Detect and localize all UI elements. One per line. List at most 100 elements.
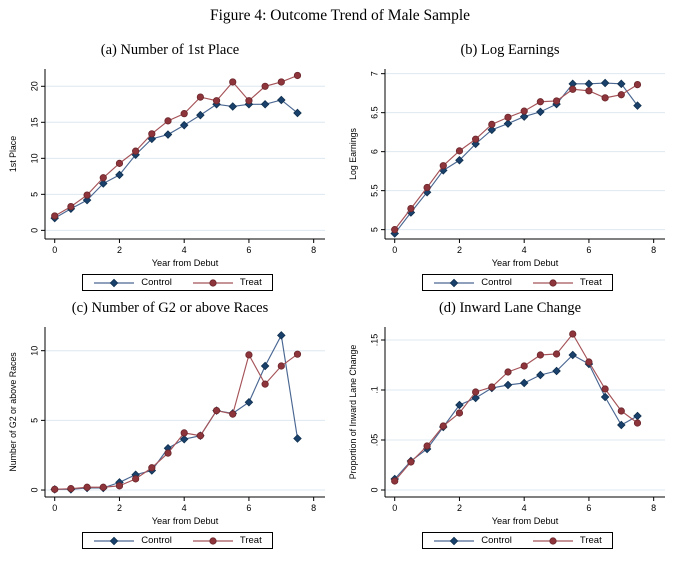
x-tick-label: 0 [392, 503, 397, 513]
chart-g2-or-above-races: 0 5 10 0 2 4 6 8 Number of G2 or above Races Year… [8, 327, 325, 526]
marker-diamond [179, 434, 189, 444]
series-line-treat [54, 74, 298, 217]
marker-circle [293, 71, 302, 80]
marker-diamond [617, 420, 626, 430]
marker-circle [552, 97, 561, 105]
chart-inward-lane-change: 0 .05 .1 .15 0 2 4 6 8 Proportion of Inward Lane … [348, 327, 665, 526]
marker-circle [391, 226, 399, 234]
x-axis-title: Year from Debut [152, 516, 219, 526]
y-tick-label: 6 [369, 149, 379, 154]
marker-circle [601, 94, 609, 102]
y-tick-label: 0 [369, 487, 379, 492]
legend-label: Control [481, 277, 512, 288]
y-tick-label: 0 [29, 488, 39, 493]
marker-circle [455, 147, 464, 155]
x-tick-label: 4 [182, 503, 187, 513]
subfigure-c: (c) Number of G2 or above Races 0 5 10 0 2 4 6… [0, 291, 340, 549]
x-tick-label: 6 [246, 503, 251, 513]
series-line-control [54, 99, 298, 219]
x-axis-title: Year from Debut [492, 516, 559, 526]
marker-circle [132, 475, 140, 483]
marker-circle [569, 85, 577, 93]
series-line-treat [394, 332, 638, 482]
legend-key-circle-icon [192, 536, 233, 545]
legend-item-treat: Treat [192, 535, 262, 546]
legend-item-treat: Treat [192, 277, 262, 288]
y-tick-label: 5 [29, 418, 39, 423]
marker-diamond [633, 411, 642, 421]
chart-log-earnings: 5 5.5 6 6.5 7 0 2 4 6 8 Log Earnings Year from Debu… [348, 69, 665, 268]
x-tick-label: 0 [392, 245, 397, 255]
marker-circle [439, 422, 447, 430]
legend-a: Control Treat [82, 274, 273, 291]
marker-circle [504, 368, 512, 376]
x-tick-label: 0 [52, 503, 57, 513]
marker-circle [212, 407, 221, 415]
marker-diamond [617, 79, 626, 89]
marker-circle [549, 536, 557, 545]
marker-circle [633, 80, 642, 89]
marker-circle [617, 407, 625, 415]
marker-circle [67, 485, 75, 493]
marker-circle [209, 278, 217, 287]
marker-circle [164, 117, 172, 125]
x-axis-title: Year from Debut [492, 258, 559, 268]
y-tick-label: 6.5 [369, 106, 379, 119]
marker-diamond [147, 134, 157, 144]
legend-label: Treat [579, 535, 602, 546]
marker-diamond [196, 110, 205, 120]
marker-diamond [536, 107, 545, 117]
marker-diamond [109, 278, 119, 287]
marker-diamond [449, 278, 459, 287]
x-tick-label: 8 [651, 503, 656, 513]
y-axis-title: 1st Place [8, 136, 18, 172]
subfigure-c-caption: (c) Number of G2 or above Races [71, 300, 269, 316]
marker-diamond [99, 179, 108, 188]
y-tick-label: 15 [29, 117, 39, 127]
marker-circle [132, 147, 140, 155]
marker-circle [209, 536, 217, 545]
marker-circle [633, 419, 642, 427]
marker-diamond [228, 102, 238, 111]
legend-b: Control Treat [422, 274, 613, 291]
marker-diamond [277, 331, 286, 340]
legend-key-diamond-icon [434, 536, 475, 545]
legend-item-control: Control [93, 277, 172, 288]
legend-key-diamond-icon [434, 278, 475, 287]
marker-circle [99, 483, 107, 491]
marker-circle [520, 107, 528, 115]
marker-circle [115, 159, 124, 167]
subfigure-b: (b) Log Earnings 5 5.5 6 6.5 7 0 2 4 6 8 Log Earni… [340, 33, 680, 291]
subfigure-d: (d) Inward Lane Change 0 .05 .1 .15 0 2 4 6 8 Pro… [340, 291, 680, 549]
marker-circle [83, 483, 91, 491]
marker-circle [51, 485, 59, 493]
x-tick-label: 8 [311, 503, 316, 513]
y-tick-label: .15 [369, 334, 379, 347]
legend-key-circle-icon [532, 536, 573, 545]
marker-circle [180, 429, 188, 437]
marker-circle [277, 78, 285, 86]
marker-diamond [260, 100, 270, 109]
marker-circle [617, 91, 625, 99]
marker-circle [423, 183, 431, 192]
marker-circle [229, 410, 237, 418]
x-tick-label: 8 [651, 245, 656, 255]
marker-diamond [600, 392, 610, 402]
subfigure-grid: (a) Number of 1st Place 0 5 10 15 20 0 2 4 6 8 1st… [0, 33, 680, 549]
y-tick-label: 5 [369, 227, 379, 232]
marker-circle [196, 93, 204, 101]
marker-circle [293, 350, 302, 358]
x-tick-label: 6 [586, 503, 591, 513]
x-tick-label: 4 [522, 503, 527, 513]
marker-circle [407, 458, 415, 466]
legend-label: Treat [239, 277, 262, 288]
marker-circle [520, 362, 528, 370]
series-line-control [394, 354, 638, 480]
marker-circle [455, 409, 464, 417]
x-tick-label: 6 [246, 245, 251, 255]
marker-circle [196, 432, 204, 440]
legend-key-diamond-icon [94, 536, 135, 545]
marker-circle [164, 449, 172, 457]
marker-diamond [179, 120, 189, 130]
